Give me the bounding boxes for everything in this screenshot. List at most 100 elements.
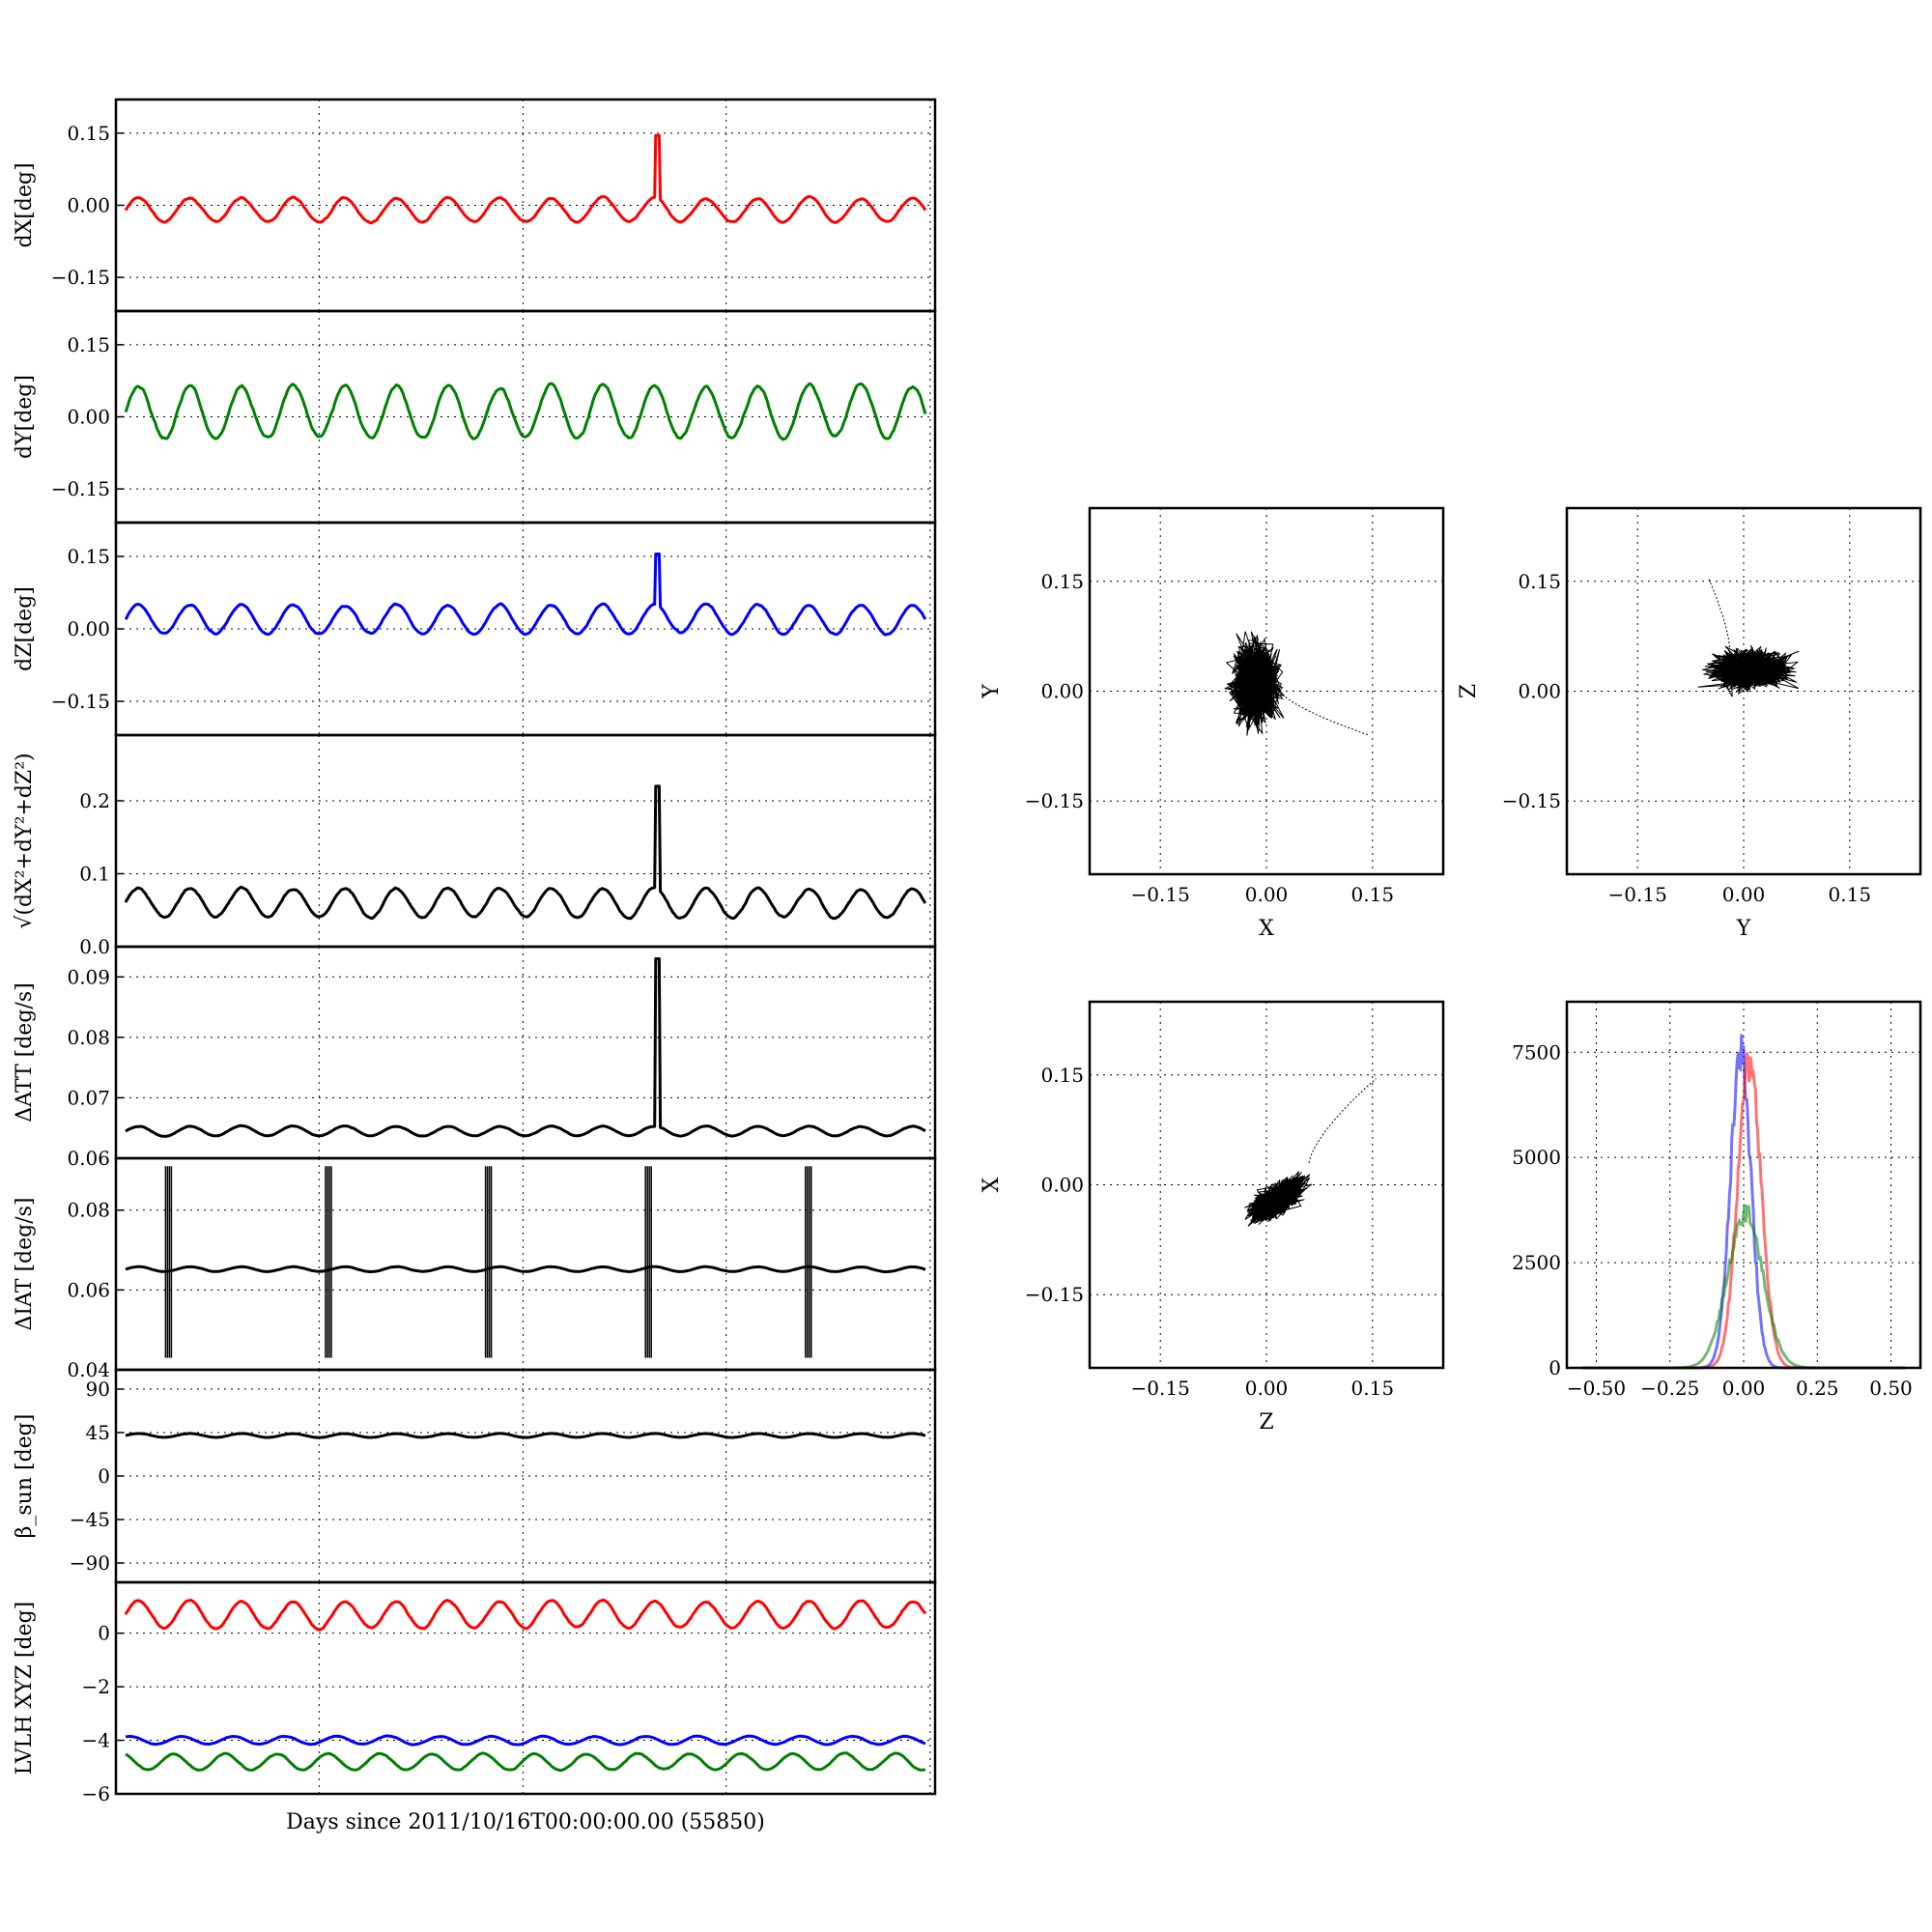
- time-panel-7: 0 −2 −4 −6 LVLH XYZ [deg]: [13, 1580, 937, 1805]
- x-tick-label: 0.00: [1245, 883, 1289, 906]
- y-tick-label: −0.15: [51, 477, 110, 500]
- y-axis-label: dZ[deg]: [13, 586, 37, 671]
- y-tick-label: 0.00: [67, 406, 110, 429]
- x-tick-label: −0.50: [1567, 1377, 1626, 1400]
- y-tick-label: 0.0: [79, 935, 110, 958]
- y-tick-label: 0.00: [1518, 680, 1561, 703]
- y-tick-label: 0: [98, 1464, 110, 1488]
- x-tick-label: −0.15: [1131, 883, 1190, 906]
- x-tick-label: 0.00: [1245, 1377, 1289, 1400]
- y-tick-label: 0.00: [67, 194, 110, 217]
- y-tick-label: 0.08: [67, 1199, 110, 1222]
- series-line: [124, 133, 927, 225]
- y-tick-label: 0.15: [1518, 570, 1561, 593]
- scatter-panel-0: −0.15 0.00 0.15 0.15 0.00 −0.15 X Y: [980, 506, 1445, 941]
- y-tick-label: 2500: [1512, 1251, 1561, 1274]
- time-panel-4: 0.09 0.08 0.07 0.06 ΔATT [deg/s]: [13, 945, 937, 1170]
- y-tick-label: −6: [82, 1782, 110, 1805]
- series-line: [124, 553, 927, 637]
- panel-frame: [1565, 506, 1922, 876]
- y-tick-label: 0.04: [67, 1358, 110, 1381]
- y-tick-label: 45: [86, 1421, 110, 1444]
- y-tick-label: 0.07: [67, 1086, 110, 1109]
- time-panel-1: 0.15 0.00 −0.15 dY[deg]: [13, 309, 937, 525]
- y-tick-label: 7500: [1512, 1040, 1561, 1064]
- y-tick-label: 0.15: [1040, 1064, 1084, 1087]
- y-tick-label: −4: [82, 1729, 110, 1752]
- y-tick-label: −0.15: [51, 266, 110, 289]
- panel-frame: [1088, 506, 1445, 876]
- time-panel-0: 0.15 0.00 −0.15 dX[deg]: [13, 98, 937, 313]
- y-tick-label: −2: [82, 1675, 110, 1698]
- scatter-panel-1: −0.15 0.00 0.15 0.15 0.00 −0.15 Y Z: [1457, 506, 1922, 941]
- histogram-panel: −0.50 −0.25 0.00 0.25 0.50 7500 5000 2500 0: [1512, 1000, 1922, 1400]
- y-tick-label: 0.00: [1040, 1174, 1084, 1197]
- y-tick-label: 5000: [1512, 1146, 1561, 1169]
- panel-frame: [1565, 1000, 1922, 1370]
- panel-frame: [114, 1580, 937, 1796]
- series-line: [125, 1751, 926, 1773]
- y-axis-label: dY[deg]: [13, 375, 37, 459]
- x-tick-label: −0.25: [1640, 1377, 1699, 1400]
- time-panel-2: 0.15 0.00 −0.15 dZ[deg]: [13, 521, 937, 737]
- y-tick-label: −0.15: [1025, 789, 1084, 812]
- y-tick-label: 0.15: [67, 122, 110, 145]
- y-tick-label: −45: [70, 1508, 110, 1531]
- y-tick-label: 0.15: [67, 545, 110, 568]
- x-tick-label: 0.00: [1722, 883, 1766, 906]
- series-line: [125, 1264, 926, 1273]
- y-tick-label: 0.2: [79, 789, 110, 812]
- y-tick-label: 0.06: [67, 1147, 110, 1170]
- y-axis-label: ΔIAT [deg/s]: [13, 1198, 37, 1331]
- time-panel-6: 90 45 0 −45 −90 β_sun [deg]: [13, 1368, 937, 1584]
- y-tick-label: 0.08: [67, 1026, 110, 1049]
- y-axis-label: ΔATT [deg/s]: [13, 982, 37, 1122]
- x-tick-label: 0.50: [1869, 1377, 1913, 1400]
- time-panel-3: 0.2 0.1 0.0 √(dX²+dY²+dZ²): [13, 733, 937, 958]
- scatter-panel-2: −0.15 0.00 0.15 0.15 0.00 −0.15 Z X: [980, 1000, 1445, 1435]
- y-axis-label: Z: [1457, 684, 1481, 698]
- x-tick-label: 0.25: [1796, 1377, 1839, 1400]
- y-tick-label: 90: [86, 1378, 110, 1401]
- x-axis-label: X: [1259, 917, 1274, 941]
- time-panel-5: 0.08 0.06 0.04 ΔIAT [deg/s]: [13, 1156, 937, 1381]
- y-tick-label: 0.1: [79, 862, 110, 885]
- y-tick-label: −0.15: [51, 690, 110, 713]
- x-axis-label: Z: [1259, 1410, 1273, 1435]
- panel-frame: [1088, 1000, 1445, 1370]
- y-tick-label: 0.00: [67, 617, 110, 640]
- time-axis-label: Days since 2011/10/16T00:00:00.00 (55850…: [286, 1810, 765, 1834]
- series-line: [125, 1432, 926, 1439]
- x-tick-label: 0.15: [1351, 1377, 1395, 1400]
- y-tick-label: −90: [70, 1551, 110, 1575]
- panel-frame: [114, 1156, 937, 1372]
- y-tick-label: 0.06: [67, 1278, 110, 1301]
- y-axis-label: LVLH XYZ [deg]: [13, 1602, 37, 1776]
- y-tick-label: 0: [1548, 1356, 1561, 1379]
- y-axis-label: √(dX²+dY²+dZ²): [13, 753, 37, 928]
- series-line: [125, 1734, 926, 1747]
- series-line: [124, 1598, 927, 1632]
- y-tick-label: 0: [98, 1622, 110, 1645]
- x-tick-label: 0.00: [1722, 1377, 1766, 1400]
- y-tick-label: −0.15: [1025, 1283, 1084, 1306]
- y-tick-label: 0.00: [1040, 680, 1084, 703]
- y-tick-label: 0.15: [1040, 570, 1084, 593]
- scatter-tail: [1707, 577, 1730, 648]
- y-tick-label: 0.09: [67, 965, 110, 988]
- y-axis-label: X: [980, 1177, 1004, 1192]
- x-tick-label: −0.15: [1131, 1377, 1190, 1400]
- y-tick-label: 0.15: [67, 333, 110, 356]
- series-line: [124, 784, 927, 921]
- series-line: [125, 957, 926, 1138]
- panel-frame: [114, 733, 937, 949]
- x-tick-label: 0.15: [1829, 883, 1872, 906]
- x-axis-label: Y: [1736, 917, 1751, 941]
- x-tick-label: 0.15: [1351, 883, 1395, 906]
- x-tick-label: −0.15: [1608, 883, 1667, 906]
- scatter-points: [1223, 631, 1286, 736]
- y-axis-label: Y: [980, 684, 1004, 699]
- y-axis-label: dX[deg]: [13, 162, 37, 247]
- scatter-tail: [1280, 691, 1370, 736]
